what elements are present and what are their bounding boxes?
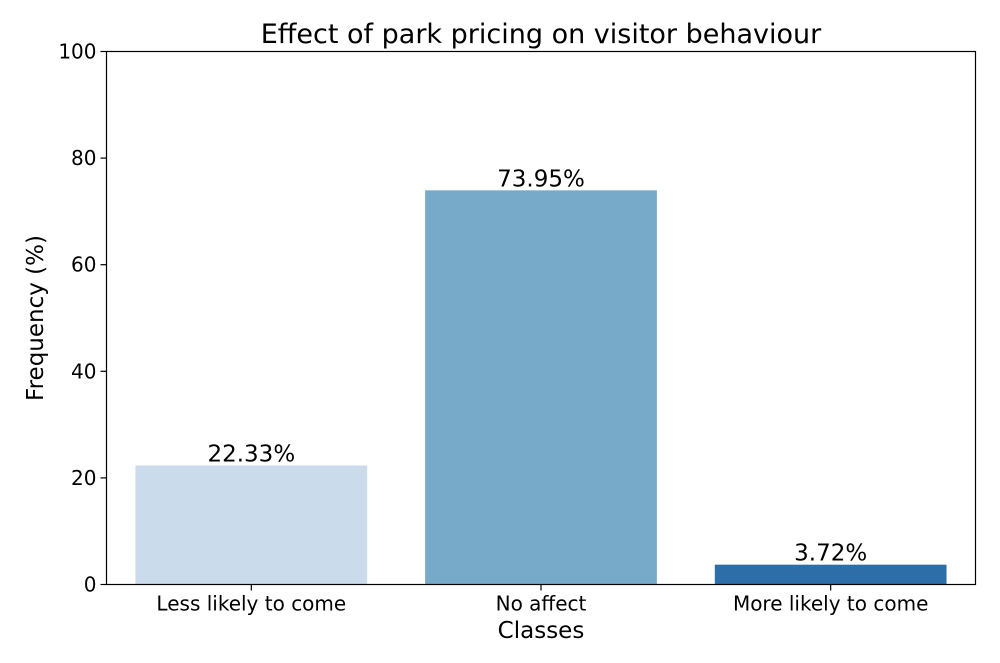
y-tick-label-1: 20 [71,466,96,490]
y-tick-label-5: 100 [58,40,96,64]
bar-1 [425,190,657,585]
y-tick-label-0: 0 [84,573,97,597]
plot-frame [105,50,977,586]
bar-value-label-2: 3.72% [794,541,867,567]
x-axis-label: Classes [498,618,585,644]
bar-0 [135,465,368,585]
y-axis-ticks: 0 20 40 60 80 100 [58,40,107,597]
x-axis-ticks: Less likely to come No affect More likely … [156,584,928,616]
y-tick-label-3: 60 [71,253,96,277]
data-labels-group: 22.33% 73.95% 3.72% [207,166,867,566]
y-axis-label: Frequency (%) [23,235,49,401]
bars-group [135,190,947,585]
x-tick-label-1: No affect [496,592,587,616]
bar-value-label-1: 73.95% [497,166,585,192]
bar-2 [714,564,947,585]
x-tick-label-0: Less likely to come [156,592,346,616]
y-tick-label-2: 40 [71,359,96,383]
y-tick-label-4: 80 [71,146,96,170]
bar-value-label-0: 22.33% [207,441,295,467]
chart-title: Effect of park pricing on visitor behavi… [261,19,822,50]
x-tick-label-2: More likely to come [733,592,928,616]
